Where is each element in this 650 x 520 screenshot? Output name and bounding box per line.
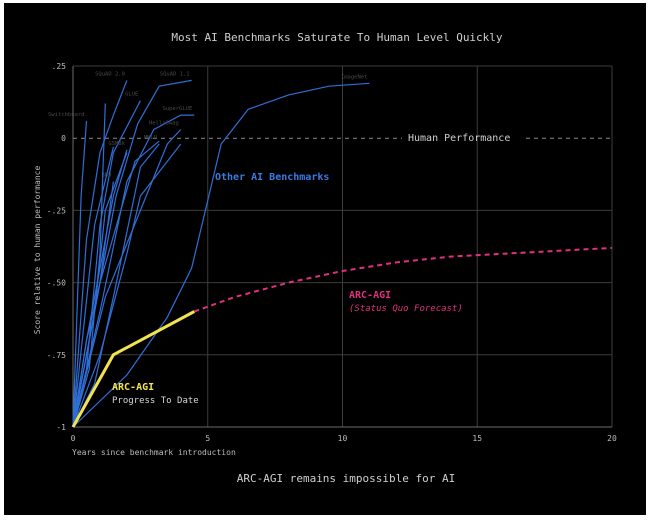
- x-tick-label: 20: [607, 434, 617, 443]
- chart-title: Most AI Benchmarks Saturate To Human Lev…: [171, 31, 503, 44]
- benchmark-series-line: [72, 82, 370, 428]
- benchmark-series-label: GLUE: [125, 92, 138, 98]
- y-tick-label: -.25: [47, 206, 66, 215]
- benchmark-series-label: HellaSwag: [149, 121, 179, 127]
- chart-frame: .25 0 -.25 -.50 -.75 -1 0 5 10 15 20 ImageNet SQuAD…: [4, 3, 646, 515]
- benchmark-series-label: SQuAD 2.0: [95, 71, 125, 77]
- x-axis-label: Years since benchmark introduction: [72, 448, 236, 457]
- benchmark-series-label: SQuAD 1.1: [160, 71, 190, 77]
- x-tick-label: 5: [205, 434, 210, 443]
- y-tick-label: .25: [52, 62, 67, 71]
- arc-forecast-sublabel: (Status Quo Forecast): [349, 304, 463, 314]
- arc-progress-label: ARC-AGI: [112, 382, 154, 393]
- benchmark-series-label: SuperGLUE: [162, 106, 192, 112]
- benchmark-series-line: [72, 120, 88, 428]
- other-benchmarks-label: Other AI Benchmarks: [215, 172, 329, 183]
- benchmark-series-label: GSM8k: [108, 141, 125, 147]
- benchmark-series-label: MMLU: [144, 135, 157, 141]
- benchmark-series-line: [72, 80, 128, 428]
- x-tick-label: 10: [338, 434, 348, 443]
- human-performance-label: Human Performance: [408, 133, 510, 144]
- benchmark-series-label: ImageNet: [341, 74, 368, 80]
- benchmark-series-line: [72, 152, 128, 428]
- benchmark-series-line: [72, 143, 182, 428]
- benchmark-series-label: Switchboard: [48, 112, 84, 118]
- benchmark-series-line: [72, 114, 195, 428]
- benchmark-series-line: [72, 143, 160, 428]
- y-tick-label: -.75: [47, 351, 66, 360]
- y-tick-label: 0: [61, 134, 66, 143]
- benchmark-series-line: [72, 140, 160, 428]
- chart-subtitle: ARC-AGI remains impossible for AI: [237, 472, 456, 485]
- y-axis-label: Score relative to human performance: [33, 166, 42, 335]
- arc-progress-line: [71, 310, 196, 428]
- benchmark-series-line: [72, 146, 114, 428]
- y-tick-label: -.50: [47, 279, 66, 288]
- arc-progress-sublabel: Progress To Date: [112, 396, 199, 406]
- y-tick-label: -1: [56, 423, 66, 432]
- chart-svg: .25 0 -.25 -.50 -.75 -1 0 5 10 15 20 ImageNet SQuAD…: [33, 31, 617, 485]
- benchmark-series-line: [72, 103, 106, 428]
- arc-forecast-label: ARC-AGI: [349, 290, 391, 301]
- benchmark-series-line: [72, 129, 182, 428]
- benchmark-series-line: [72, 79, 192, 428]
- arc-forecast-line: [193, 246, 613, 313]
- x-tick-label: 0: [71, 434, 76, 443]
- x-tick-label: 15: [472, 434, 482, 443]
